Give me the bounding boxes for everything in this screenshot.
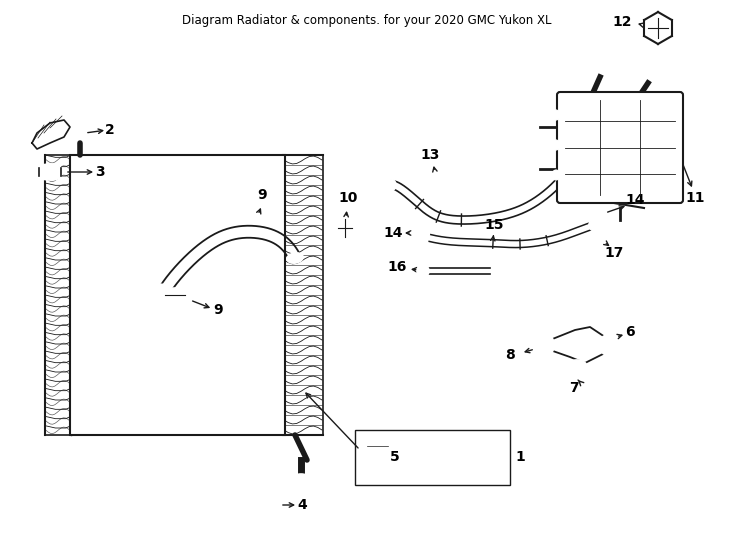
Ellipse shape xyxy=(603,339,611,351)
Text: 6: 6 xyxy=(625,325,635,339)
Text: 3: 3 xyxy=(95,165,105,179)
Circle shape xyxy=(254,499,266,511)
Text: 16: 16 xyxy=(388,260,407,274)
Ellipse shape xyxy=(552,140,560,150)
Ellipse shape xyxy=(600,335,614,355)
Text: 4: 4 xyxy=(297,498,307,512)
Circle shape xyxy=(248,493,272,517)
Circle shape xyxy=(420,268,426,274)
Text: 2: 2 xyxy=(105,123,115,137)
Ellipse shape xyxy=(338,219,352,237)
Text: 9: 9 xyxy=(257,188,267,202)
Circle shape xyxy=(593,212,599,218)
Text: 10: 10 xyxy=(338,191,357,205)
Text: 1: 1 xyxy=(515,450,525,464)
Circle shape xyxy=(413,226,427,240)
Text: 15: 15 xyxy=(484,218,504,232)
Circle shape xyxy=(648,18,668,38)
Circle shape xyxy=(384,179,396,191)
Ellipse shape xyxy=(567,360,587,374)
Ellipse shape xyxy=(294,474,308,480)
Circle shape xyxy=(49,128,59,138)
Text: 5: 5 xyxy=(390,450,400,464)
Circle shape xyxy=(589,208,603,222)
Circle shape xyxy=(653,23,663,33)
Ellipse shape xyxy=(39,172,61,180)
Bar xyxy=(380,443,388,449)
Ellipse shape xyxy=(287,253,303,263)
Ellipse shape xyxy=(543,339,551,352)
Text: 12: 12 xyxy=(612,15,632,29)
Text: 11: 11 xyxy=(686,191,705,205)
Text: 13: 13 xyxy=(421,148,440,162)
Ellipse shape xyxy=(39,164,61,172)
Bar xyxy=(70,155,285,435)
Ellipse shape xyxy=(540,335,554,355)
Ellipse shape xyxy=(165,288,185,302)
Bar xyxy=(355,430,510,485)
FancyBboxPatch shape xyxy=(557,92,683,203)
Circle shape xyxy=(417,265,429,277)
Polygon shape xyxy=(32,120,70,149)
Circle shape xyxy=(589,219,601,231)
Bar xyxy=(39,168,61,176)
Ellipse shape xyxy=(156,285,174,295)
Text: 17: 17 xyxy=(604,246,624,260)
Circle shape xyxy=(589,233,603,247)
Circle shape xyxy=(417,230,423,236)
Text: Diagram Radiator & components. for your 2020 GMC Yukon XL: Diagram Radiator & components. for your … xyxy=(182,14,552,27)
Bar xyxy=(367,442,383,450)
Ellipse shape xyxy=(552,170,560,180)
Text: 7: 7 xyxy=(569,381,579,395)
Text: 9: 9 xyxy=(213,303,223,317)
Polygon shape xyxy=(550,327,605,363)
Circle shape xyxy=(242,487,278,523)
Text: 8: 8 xyxy=(505,348,515,362)
Circle shape xyxy=(387,182,393,188)
Text: 14: 14 xyxy=(625,193,644,207)
Circle shape xyxy=(593,237,599,243)
Ellipse shape xyxy=(159,287,171,293)
Text: 14: 14 xyxy=(383,226,403,240)
Ellipse shape xyxy=(570,363,584,371)
Ellipse shape xyxy=(552,110,560,120)
